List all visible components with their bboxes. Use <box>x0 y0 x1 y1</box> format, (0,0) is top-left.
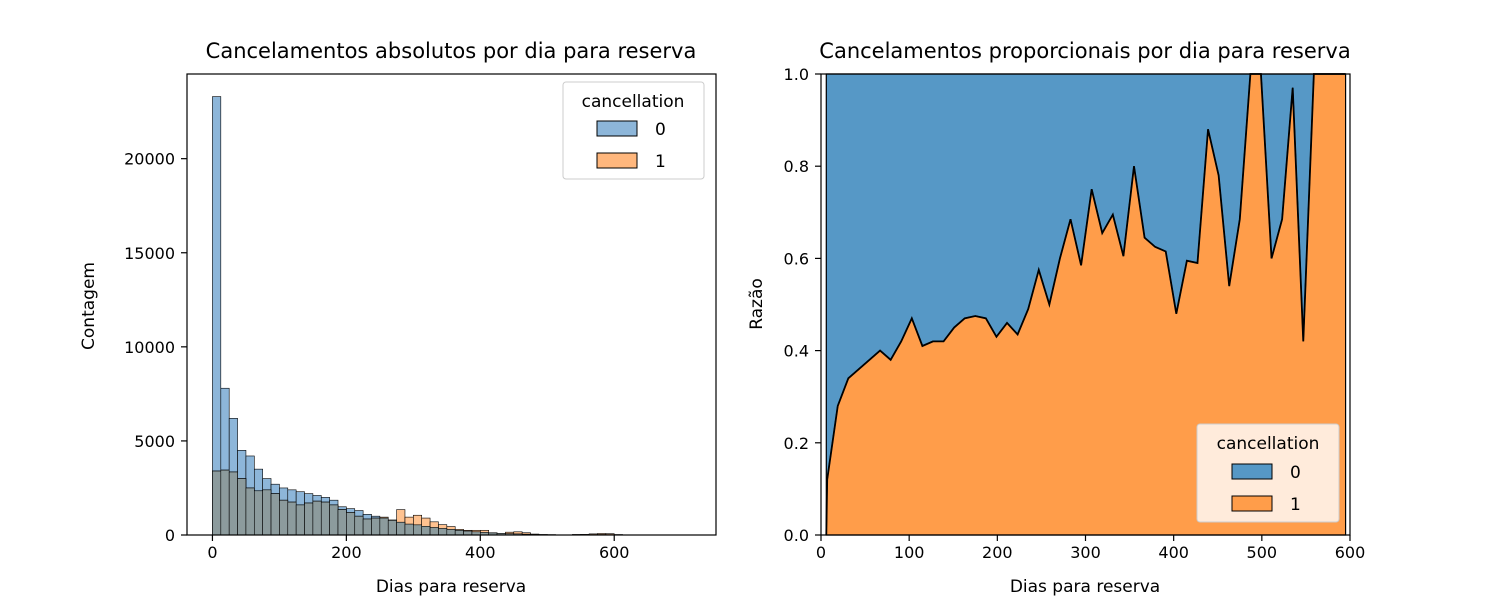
y-tick-label: 0.2 <box>784 434 809 453</box>
legend-label-0: 0 <box>1290 463 1301 483</box>
bar <box>379 517 389 536</box>
x-axis-ticks: 0 100 200 300 400 500 600 <box>816 535 1365 562</box>
y-tick-label: 10000 <box>124 338 175 357</box>
chart-title: Cancelamentos absolutos por dia para res… <box>206 39 697 63</box>
x-tick-label: 0 <box>207 543 217 562</box>
bar <box>270 493 280 536</box>
y-tick-label: 0 <box>165 526 175 545</box>
legend-label-0: 0 <box>655 120 666 140</box>
x-tick-label: 200 <box>331 543 362 562</box>
proportion-area-chart: Cancelamentos proporcionais por dia para… <box>747 39 1365 597</box>
x-tick-label: 0 <box>816 543 826 562</box>
legend-title: cancellation <box>582 92 685 112</box>
bar <box>262 489 272 536</box>
y-axis-label: Contagem <box>79 262 99 350</box>
bar <box>396 521 406 536</box>
y-tick-label: 0.4 <box>784 342 809 361</box>
x-tick-label: 200 <box>982 543 1013 562</box>
legend: cancellation 0 1 <box>1196 423 1340 523</box>
bar <box>429 527 439 536</box>
bar <box>212 96 222 536</box>
bar <box>312 500 322 536</box>
x-tick-label: 100 <box>894 543 925 562</box>
y-tick-label: 0.8 <box>784 157 809 176</box>
legend-label-1: 1 <box>655 152 666 172</box>
bar <box>362 518 372 536</box>
x-axis-label: Dias para reserva <box>376 577 526 597</box>
y-tick-label: 0.0 <box>784 526 809 545</box>
x-tick-label: 300 <box>1070 543 1101 562</box>
bar <box>337 509 347 536</box>
y-axis-ticks: 0.0 0.2 0.4 0.6 0.8 1.0 <box>784 65 821 545</box>
legend-swatch-0 <box>1231 463 1273 480</box>
plot-area <box>186 73 717 536</box>
axes-frame <box>186 73 717 536</box>
legend-swatch-1 <box>596 152 638 169</box>
legend: cancellation 0 1 <box>562 81 705 180</box>
bar <box>371 517 381 536</box>
bar <box>295 504 305 536</box>
bar <box>279 499 289 536</box>
bar <box>320 501 330 536</box>
bar <box>421 526 431 536</box>
x-tick-label: 600 <box>1335 543 1366 562</box>
bar <box>253 490 263 536</box>
y-tick-label: 15000 <box>124 244 175 263</box>
x-tick-label: 500 <box>1247 543 1278 562</box>
bar <box>245 487 255 536</box>
x-axis-label: Dias para reserva <box>1010 577 1160 597</box>
bar <box>228 471 238 536</box>
plot-area <box>820 73 1351 536</box>
bar <box>212 470 222 536</box>
legend-title: cancellation <box>1217 434 1320 454</box>
bar <box>354 515 364 536</box>
histogram-chart: Cancelamentos absolutos por dia para res… <box>79 39 717 597</box>
bar <box>304 502 314 536</box>
legend-swatch-0 <box>596 120 638 137</box>
y-tick-label: 20000 <box>124 150 175 169</box>
bar <box>329 504 339 536</box>
bar <box>413 524 423 536</box>
bar <box>287 501 297 536</box>
y-tick-label: 0.6 <box>784 249 809 268</box>
bar <box>387 520 397 536</box>
bar <box>220 469 230 536</box>
x-tick-label: 400 <box>1158 543 1189 562</box>
y-axis-ticks: 0 5000 10000 15000 20000 <box>124 150 187 545</box>
bar <box>237 478 247 536</box>
y-tick-label: 1.0 <box>784 65 809 84</box>
bar <box>438 528 448 536</box>
legend-label-1: 1 <box>1290 495 1301 515</box>
bar <box>446 529 456 536</box>
bar <box>346 512 356 536</box>
chart-title: Cancelamentos proporcionais por dia para… <box>819 39 1350 63</box>
y-tick-label: 5000 <box>134 432 175 451</box>
x-tick-label: 600 <box>599 543 630 562</box>
y-axis-label: Razão <box>747 278 767 330</box>
legend-swatch-1 <box>1231 495 1273 512</box>
x-axis-ticks: 0 200 400 600 <box>207 535 629 562</box>
bar <box>404 523 414 536</box>
x-tick-label: 400 <box>465 543 496 562</box>
bar <box>454 529 464 536</box>
